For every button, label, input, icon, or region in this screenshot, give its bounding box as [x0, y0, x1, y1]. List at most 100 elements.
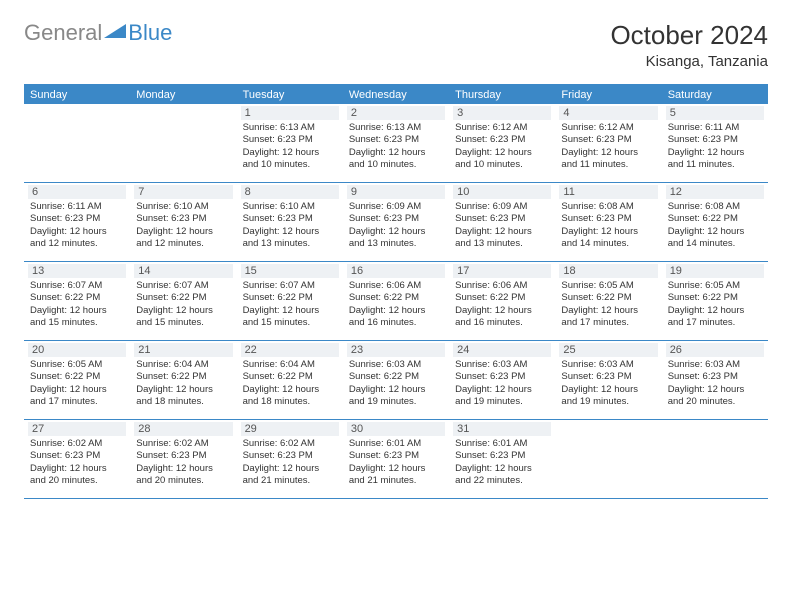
day-cell: 10Sunrise: 6:09 AMSunset: 6:23 PMDayligh… [449, 183, 555, 261]
day-line: Daylight: 12 hours [136, 226, 230, 238]
day-number: 8 [241, 185, 339, 199]
day-line: Sunrise: 6:10 AM [243, 201, 337, 213]
day-body: Sunrise: 6:12 AMSunset: 6:23 PMDaylight:… [559, 122, 657, 171]
day-line: Sunrise: 6:11 AM [668, 122, 762, 134]
day-cell: 5Sunrise: 6:11 AMSunset: 6:23 PMDaylight… [662, 104, 768, 182]
day-line: and 17 minutes. [561, 317, 655, 329]
day-line: Daylight: 12 hours [243, 305, 337, 317]
day-cell: 22Sunrise: 6:04 AMSunset: 6:22 PMDayligh… [237, 341, 343, 419]
day-body: Sunrise: 6:11 AMSunset: 6:23 PMDaylight:… [666, 122, 764, 171]
day-body: Sunrise: 6:05 AMSunset: 6:22 PMDaylight:… [28, 359, 126, 408]
day-number: 11 [559, 185, 657, 199]
day-line: Sunset: 6:23 PM [349, 450, 443, 462]
day-body: Sunrise: 6:12 AMSunset: 6:23 PMDaylight:… [453, 122, 551, 171]
day-line: and 20 minutes. [136, 475, 230, 487]
day-of-week-cell: Saturday [662, 86, 768, 104]
day-line: and 22 minutes. [455, 475, 549, 487]
day-of-week-cell: Sunday [24, 86, 130, 104]
day-line: Sunrise: 6:05 AM [30, 359, 124, 371]
day-line: and 19 minutes. [561, 396, 655, 408]
day-line: Sunrise: 6:06 AM [349, 280, 443, 292]
day-line: Sunset: 6:23 PM [668, 134, 762, 146]
title-block: October 2024 Kisanga, Tanzania [610, 20, 768, 70]
day-line: Sunrise: 6:03 AM [668, 359, 762, 371]
day-body: Sunrise: 6:02 AMSunset: 6:23 PMDaylight:… [241, 438, 339, 487]
day-body: Sunrise: 6:04 AMSunset: 6:22 PMDaylight:… [241, 359, 339, 408]
day-line: and 20 minutes. [668, 396, 762, 408]
day-line: Sunrise: 6:04 AM [243, 359, 337, 371]
day-of-week-cell: Monday [130, 86, 236, 104]
week-row: 20Sunrise: 6:05 AMSunset: 6:22 PMDayligh… [24, 341, 768, 420]
day-line: and 13 minutes. [455, 238, 549, 250]
day-line: Sunset: 6:23 PM [455, 371, 549, 383]
day-cell: 9Sunrise: 6:09 AMSunset: 6:23 PMDaylight… [343, 183, 449, 261]
logo-text-2: Blue [128, 20, 172, 46]
day-cell: . [662, 420, 768, 498]
day-cell: 2Sunrise: 6:13 AMSunset: 6:23 PMDaylight… [343, 104, 449, 182]
day-number: 14 [134, 264, 232, 278]
day-number: 16 [347, 264, 445, 278]
day-body: Sunrise: 6:01 AMSunset: 6:23 PMDaylight:… [347, 438, 445, 487]
day-line: Sunset: 6:23 PM [136, 450, 230, 462]
day-body: Sunrise: 6:09 AMSunset: 6:23 PMDaylight:… [347, 201, 445, 250]
day-line: Sunset: 6:23 PM [349, 213, 443, 225]
logo: General Blue [24, 20, 172, 46]
header: General Blue October 2024 Kisanga, Tanza… [0, 0, 792, 78]
day-line: Daylight: 12 hours [30, 226, 124, 238]
day-cell: 30 Sunrise: 6:01 AMSunset: 6:23 PMDayligh… [343, 420, 449, 498]
day-number: 19 [666, 264, 764, 278]
day-line: and 13 minutes. [349, 238, 443, 250]
day-line: Sunset: 6:22 PM [136, 292, 230, 304]
day-number: 7 [134, 185, 232, 199]
day-line: Sunrise: 6:13 AM [349, 122, 443, 134]
day-body: Sunrise: 6:03 AMSunset: 6:23 PMDaylight:… [559, 359, 657, 408]
day-number: 6 [28, 185, 126, 199]
day-cell: . [555, 420, 661, 498]
day-line: Daylight: 12 hours [668, 305, 762, 317]
day-line: Sunset: 6:22 PM [668, 213, 762, 225]
day-line: Sunset: 6:23 PM [243, 450, 337, 462]
day-of-week-cell: Friday [555, 86, 661, 104]
day-body: Sunrise: 6:05 AMSunset: 6:22 PMDaylight:… [666, 280, 764, 329]
day-cell: 28Sunrise: 6:02 AMSunset: 6:23 PMDayligh… [130, 420, 236, 498]
day-cell: 18Sunrise: 6:05 AMSunset: 6:22 PMDayligh… [555, 262, 661, 340]
day-line: Sunset: 6:22 PM [30, 292, 124, 304]
day-line: Sunrise: 6:08 AM [668, 201, 762, 213]
day-line: Sunset: 6:22 PM [136, 371, 230, 383]
day-line: Daylight: 12 hours [668, 226, 762, 238]
day-cell: 31Sunrise: 6:01 AMSunset: 6:23 PMDayligh… [449, 420, 555, 498]
weeks-container: ..1Sunrise: 6:13 AMSunset: 6:23 PMDaylig… [24, 104, 768, 499]
day-line: Daylight: 12 hours [243, 147, 337, 159]
day-line: Daylight: 12 hours [136, 463, 230, 475]
day-line: and 12 minutes. [136, 238, 230, 250]
day-line: Daylight: 12 hours [668, 147, 762, 159]
day-line: Daylight: 12 hours [561, 384, 655, 396]
day-cell: 12Sunrise: 6:08 AMSunset: 6:22 PMDayligh… [662, 183, 768, 261]
day-line: Sunset: 6:22 PM [349, 292, 443, 304]
day-line: Sunset: 6:23 PM [668, 371, 762, 383]
day-of-week-cell: Thursday [449, 86, 555, 104]
day-line: Daylight: 12 hours [30, 384, 124, 396]
day-number: 4 [559, 106, 657, 120]
day-line: Sunrise: 6:05 AM [668, 280, 762, 292]
day-line: Daylight: 12 hours [243, 384, 337, 396]
day-line: and 10 minutes. [455, 159, 549, 171]
day-line: Daylight: 12 hours [349, 463, 443, 475]
day-line: Sunrise: 6:12 AM [561, 122, 655, 134]
day-cell: . [24, 104, 130, 182]
day-number: 31 [453, 422, 551, 436]
day-line: Sunset: 6:23 PM [561, 134, 655, 146]
day-line: Sunrise: 6:12 AM [455, 122, 549, 134]
day-line: Sunset: 6:23 PM [243, 213, 337, 225]
logo-triangle-icon [104, 20, 126, 46]
day-line: Sunset: 6:23 PM [136, 213, 230, 225]
day-cell: 7Sunrise: 6:10 AMSunset: 6:23 PMDaylight… [130, 183, 236, 261]
day-number: 30 [347, 422, 445, 436]
day-body: Sunrise: 6:10 AMSunset: 6:23 PMDaylight:… [241, 201, 339, 250]
day-body: Sunrise: 6:02 AMSunset: 6:23 PMDaylight:… [28, 438, 126, 487]
day-number: 13 [28, 264, 126, 278]
day-cell: 21Sunrise: 6:04 AMSunset: 6:22 PMDayligh… [130, 341, 236, 419]
day-line: Sunrise: 6:03 AM [561, 359, 655, 371]
day-line: and 15 minutes. [136, 317, 230, 329]
day-line: and 12 minutes. [30, 238, 124, 250]
